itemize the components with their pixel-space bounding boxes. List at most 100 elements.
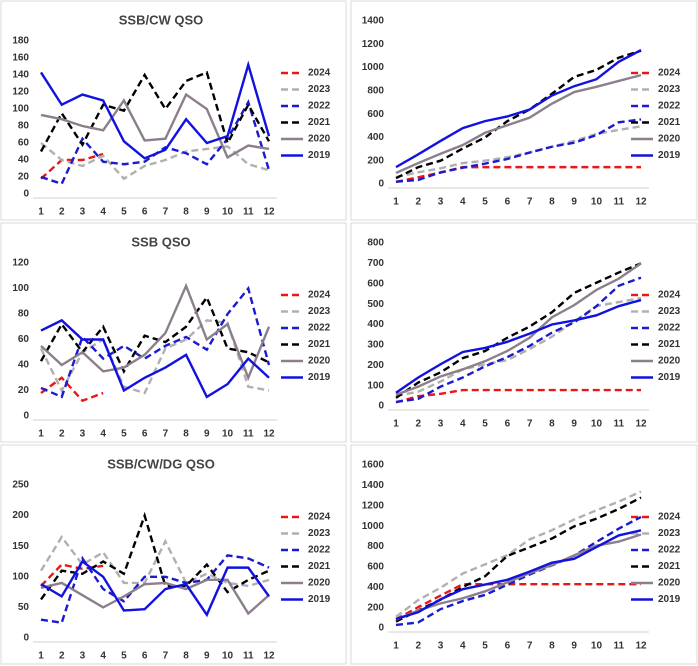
x-tick-label: 6 (142, 207, 148, 218)
y-tick-label: 120 (12, 258, 29, 269)
legend-label: 2019 (658, 372, 681, 383)
legend-label: 2024 (658, 512, 681, 523)
chart-title: SSB QSO (131, 234, 190, 249)
y-tick-label: 1400 (362, 480, 385, 491)
y-tick-label: 400 (367, 582, 384, 593)
x-tick-label: 6 (505, 419, 511, 430)
x-tick-label: 3 (80, 429, 86, 440)
legend-label: 2020 (658, 134, 681, 145)
x-tick-label: 5 (482, 197, 488, 208)
chart-title: SSB/CW/DG QSO (107, 456, 215, 471)
series-line (40, 282, 271, 382)
x-tick-label: 3 (438, 419, 444, 430)
y-tick-label: 200 (367, 602, 384, 613)
legend-label: 2024 (658, 68, 681, 79)
x-tick-label: 1 (393, 419, 399, 430)
y-tick-label: 400 (367, 132, 384, 143)
legend-label: 2020 (658, 356, 681, 367)
series-line (395, 118, 642, 183)
y-tick-label: 0 (378, 401, 384, 412)
legend-label: 2022 (308, 323, 331, 334)
x-tick-label: 8 (183, 429, 189, 440)
y-tick-label: 600 (367, 278, 384, 289)
legend-label: 2019 (308, 150, 331, 161)
y-tick-label: 100 (367, 380, 384, 391)
x-tick-label: 12 (263, 429, 275, 440)
y-tick-label: 20 (18, 385, 30, 396)
x-tick-label: 2 (59, 207, 65, 218)
legend-label: 2022 (658, 101, 681, 112)
y-tick-label: 0 (23, 633, 29, 644)
x-tick-label: 7 (527, 641, 533, 652)
legend-label: 2022 (308, 545, 331, 556)
x-tick-label: 5 (121, 651, 127, 662)
y-tick-label: 180 (12, 36, 29, 47)
series-line (395, 582, 641, 621)
x-tick-label: 9 (571, 641, 577, 652)
legend-label: 2022 (658, 323, 681, 334)
x-tick-label: 11 (243, 207, 254, 218)
x-tick-label: 10 (222, 207, 234, 218)
x-tick-label: 6 (505, 641, 511, 652)
x-tick-label: 3 (80, 651, 86, 662)
x-tick-label: 9 (571, 197, 577, 208)
x-tick-label: 4 (100, 429, 106, 440)
legend-label: 2020 (308, 356, 331, 367)
y-tick-label: 1600 (362, 460, 385, 471)
legend-label: 2024 (308, 68, 331, 79)
x-tick-label: 7 (527, 197, 533, 208)
y-tick-label: 100 (12, 104, 29, 115)
series-line (395, 262, 642, 399)
x-tick-label: 7 (163, 207, 169, 218)
x-tick-label: 6 (142, 651, 148, 662)
y-tick-label: 500 (367, 299, 384, 310)
legend-label: 2021 (658, 561, 681, 572)
series-line (39, 294, 270, 374)
y-tick-label: 40 (18, 155, 30, 166)
panel (350, 222, 698, 443)
legend-label: 2023 (308, 528, 331, 539)
y-tick-label: 1000 (362, 62, 385, 73)
series-line (395, 262, 642, 396)
legend-label: 2023 (308, 84, 331, 95)
y-tick-label: 400 (367, 319, 384, 330)
legend-label: 2021 (308, 117, 331, 128)
y-tick-label: 1200 (362, 500, 385, 511)
x-tick-label: 11 (613, 197, 624, 208)
series-line (395, 296, 642, 397)
series-line (395, 298, 642, 394)
y-tick-label: 1400 (362, 16, 385, 27)
panel (0, 222, 347, 443)
x-tick-label: 5 (482, 641, 488, 652)
x-tick-label: 3 (438, 641, 444, 652)
x-tick-label: 5 (121, 429, 127, 440)
x-tick-label: 12 (635, 197, 647, 208)
legend-label: 2023 (658, 84, 681, 95)
series-line (40, 318, 270, 399)
y-tick-label: 50 (18, 602, 30, 613)
y-tick-label: 20 (18, 172, 30, 183)
series-line (395, 276, 642, 404)
y-tick-label: 0 (23, 189, 29, 200)
x-tick-label: 8 (183, 207, 189, 218)
series-line (395, 388, 641, 404)
legend-label: 2023 (658, 528, 681, 539)
y-tick-label: 1000 (362, 521, 385, 532)
series-line (395, 73, 642, 175)
y-tick-label: 1200 (362, 39, 385, 50)
y-tick-label: 100 (12, 283, 29, 294)
x-tick-label: 8 (183, 651, 189, 662)
x-tick-label: 11 (613, 419, 624, 430)
y-tick-label: 800 (367, 85, 384, 96)
legend-label: 2022 (658, 545, 681, 556)
x-tick-label: 4 (100, 207, 106, 218)
legend-label: 2020 (308, 134, 331, 145)
y-tick-label: 80 (18, 309, 30, 320)
x-tick-label: 3 (438, 197, 444, 208)
y-tick-label: 140 (12, 70, 29, 81)
y-tick-label: 60 (18, 334, 30, 345)
y-tick-label: 0 (378, 179, 384, 190)
series-line (395, 49, 642, 180)
legend-label: 2019 (308, 594, 331, 605)
x-tick-label: 1 (38, 429, 44, 440)
